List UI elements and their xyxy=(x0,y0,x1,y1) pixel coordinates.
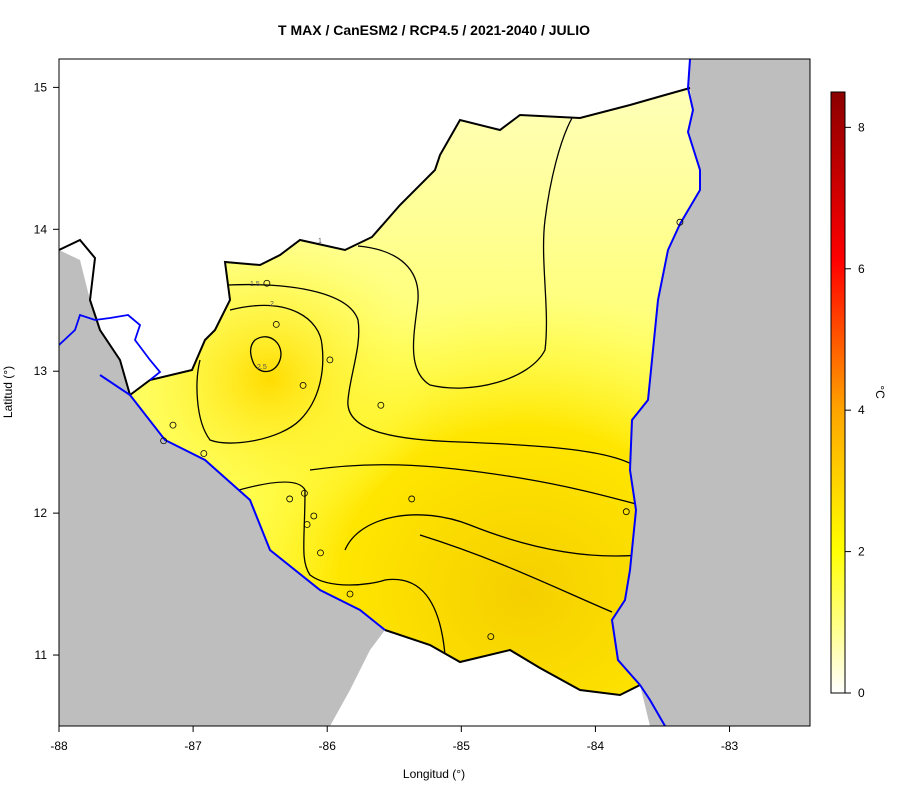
boundaries xyxy=(59,59,701,726)
x-axis: -88 -87 -86 -85 -84 -83 xyxy=(50,726,739,753)
x-tick-label: -87 xyxy=(184,739,202,753)
honduras-west-border xyxy=(59,238,131,396)
y-tick-label: 12 xyxy=(34,506,48,520)
colorbar-tick-label: 2 xyxy=(858,545,865,559)
colorbar-tick-label: 8 xyxy=(858,120,865,134)
station-marker xyxy=(169,421,177,429)
station-marker xyxy=(160,437,168,445)
station-marker xyxy=(622,508,630,516)
contour-label-1: 1 xyxy=(318,238,322,245)
station-marker xyxy=(487,633,495,640)
station-marker xyxy=(317,549,324,557)
station-marker xyxy=(303,521,311,528)
x-tick-label: -84 xyxy=(587,739,605,753)
pacific-coast xyxy=(99,374,386,631)
x-tick-label: -86 xyxy=(319,739,337,753)
y-axis-title: Latitud (°) xyxy=(1,366,15,418)
neighbour-land xyxy=(59,59,690,726)
station-marker xyxy=(408,495,416,503)
map-title: T MAX / CanESM2 / RCP4.5 / 2021-2040 / J… xyxy=(278,22,590,38)
y-tick-label: 11 xyxy=(35,648,48,662)
contour-lines xyxy=(196,117,641,656)
costa-rica-border xyxy=(384,629,641,697)
station-marker xyxy=(676,218,684,226)
honduras-border xyxy=(129,87,691,396)
station-marker xyxy=(346,590,354,598)
station-marker xyxy=(377,401,385,409)
contour-label-1-5: 1.5 xyxy=(250,281,260,288)
y-tick-label: 13 xyxy=(34,364,48,378)
colorbar-tick-label: 0 xyxy=(858,686,865,700)
x-axis-title: Longitud (°) xyxy=(403,767,465,781)
colorbar-tick-label: 6 xyxy=(858,262,865,276)
x-tick-label: -88 xyxy=(50,739,68,753)
colorbar-unit: °C xyxy=(873,385,887,399)
contour-labels: 1 1.5 2 2.5 xyxy=(250,238,322,371)
station-marker xyxy=(299,382,307,389)
station-marker xyxy=(326,356,334,364)
station-layer xyxy=(160,218,684,640)
station-marker xyxy=(286,495,294,503)
caribbean-coast xyxy=(610,59,701,726)
x-tick-label: -85 xyxy=(453,739,471,753)
station-marker xyxy=(200,450,208,457)
y-tick-label: 15 xyxy=(34,80,48,94)
contour-label-2: 2 xyxy=(270,301,274,308)
gulf-fonseca-coast xyxy=(59,313,162,381)
contour-label-2-5: 2.5 xyxy=(257,364,267,371)
x-tick-label: -83 xyxy=(721,739,739,753)
plot-frame xyxy=(58,58,811,727)
y-tick-label: 14 xyxy=(34,222,48,236)
station-marker xyxy=(310,512,318,520)
colorbar-axis: 0 2 4 6 8 xyxy=(845,120,865,700)
station-marker xyxy=(263,279,271,287)
colorbar-tick-label: 4 xyxy=(858,403,865,417)
y-axis: 11 12 13 14 15 xyxy=(34,80,59,662)
station-marker xyxy=(272,320,280,328)
station-marker xyxy=(301,489,308,497)
colorbar xyxy=(830,91,846,694)
